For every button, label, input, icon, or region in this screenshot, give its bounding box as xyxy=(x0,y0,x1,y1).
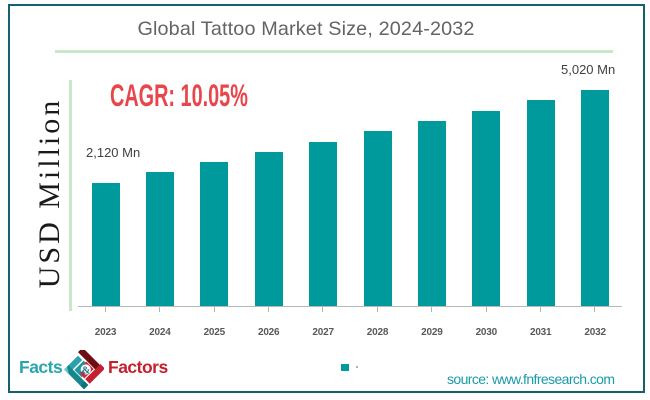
svg-text:&: & xyxy=(82,365,91,376)
